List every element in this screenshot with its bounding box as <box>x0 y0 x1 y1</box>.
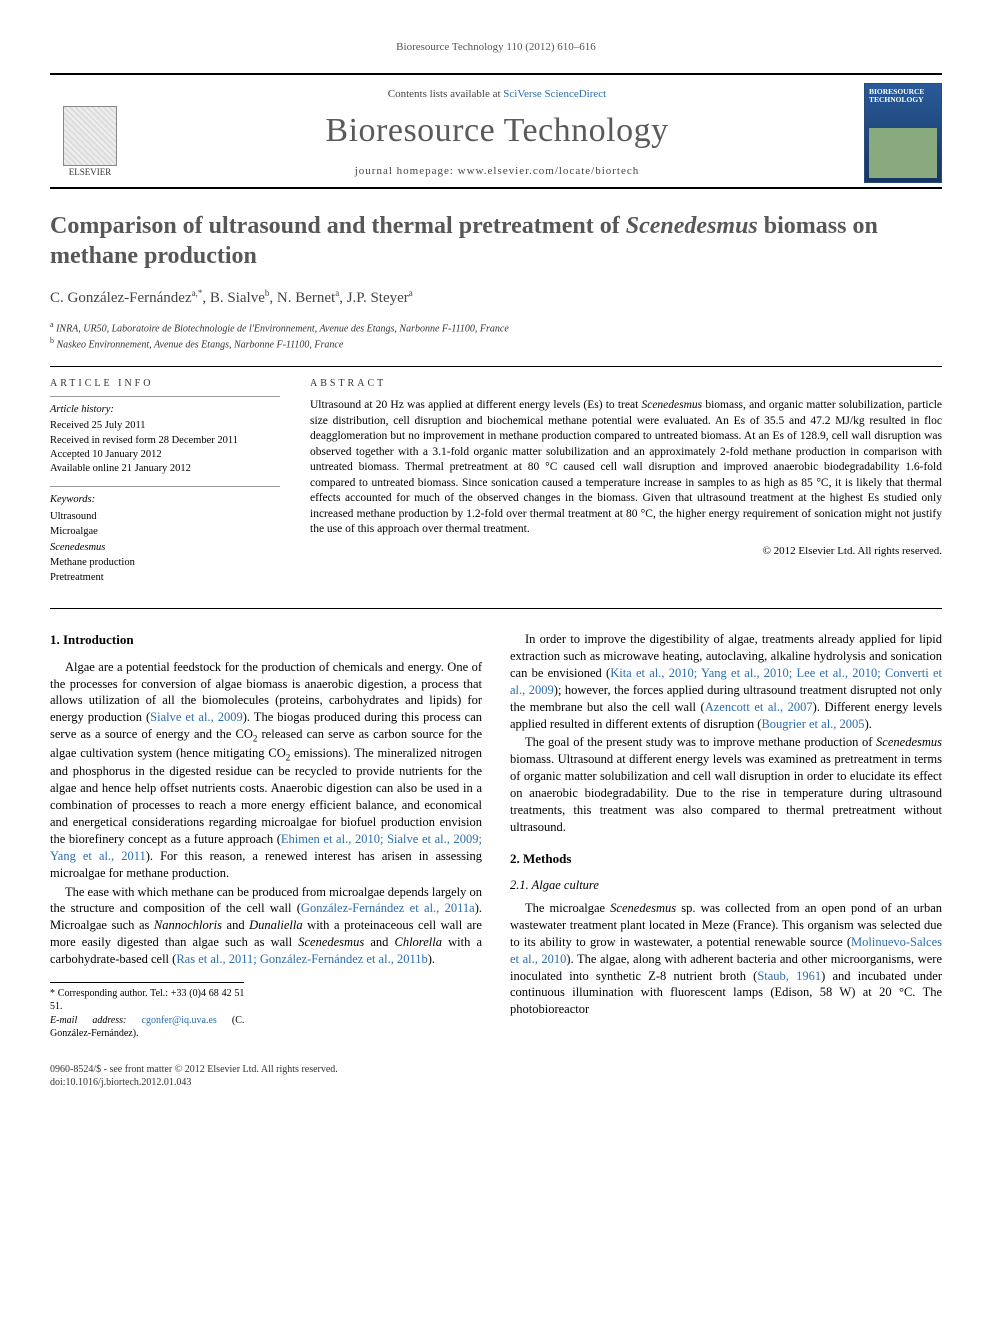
affiliations: a INRA, UR50, Laboratoire de Biotechnolo… <box>50 320 942 352</box>
abstract: ABSTRACT Ultrasound at 20 Hz was applied… <box>310 377 942 586</box>
genus: Scenedesmus <box>610 901 676 915</box>
author-1-affil: a,* <box>192 288 203 298</box>
email-label: E-mail address: <box>50 1015 126 1026</box>
genus: Nannochloris <box>154 918 222 932</box>
sciencedirect-link[interactable]: SciVerse ScienceDirect <box>503 88 606 100</box>
t: ). <box>428 952 435 966</box>
citation-link[interactable]: Ras et al., 2011; González-Fernández et … <box>176 952 427 966</box>
genus: Scenedesmus <box>298 935 364 949</box>
section-heading-intro: 1. Introduction <box>50 631 482 649</box>
body-para: In order to improve the digestibility of… <box>510 631 942 732</box>
subsection-heading: 2.1. Algae culture <box>510 877 942 894</box>
keyword: Pretreatment <box>50 571 280 585</box>
article-body: 1. Introduction Algae are a potential fe… <box>50 631 942 1041</box>
cover-image-icon <box>869 128 937 178</box>
info-abstract-block: ARTICLE INFO Article history: Received 2… <box>50 366 942 586</box>
body-para: The ease with which methane can be produ… <box>50 884 482 968</box>
contents-available-line: Contents lists available at SciVerse Sci… <box>144 87 850 102</box>
author-2: , B. Sialve <box>202 290 265 306</box>
abstract-text: Ultrasound at 20 Hz was applied at diffe… <box>310 398 942 538</box>
abs-post: biomass, and organic matter solubilizati… <box>310 399 942 535</box>
footer-left: 0960-8524/$ - see front matter © 2012 El… <box>50 1063 338 1090</box>
article-title: Comparison of ultrasound and thermal pre… <box>50 211 942 271</box>
cover-title: BIORESOURCE TECHNOLOGY <box>869 88 937 105</box>
genus: Scenedesmus <box>876 735 942 749</box>
history-revised: Received in revised form 28 December 201… <box>50 434 280 448</box>
genus: Dunaliella <box>249 918 302 932</box>
section-rule <box>50 608 942 609</box>
citation-link[interactable]: González-Fernández et al., 2011a <box>301 901 475 915</box>
running-head: Bioresource Technology 110 (2012) 610–61… <box>50 40 942 55</box>
abs-pre: Ultrasound at 20 Hz was applied at diffe… <box>310 399 641 411</box>
title-genus: Scenedesmus <box>626 213 758 239</box>
journal-masthead: ELSEVIER Contents lists available at Sci… <box>50 73 942 189</box>
elsevier-tree-icon <box>63 106 117 166</box>
body-para: The goal of the present study was to imp… <box>510 734 942 835</box>
author-4: , J.P. Steyer <box>339 290 409 306</box>
affil-a-text: INRA, UR50, Laboratoire de Biotechnologi… <box>56 323 509 334</box>
article-info-heading: ARTICLE INFO <box>50 377 280 391</box>
corresponding-author: * Corresponding author. Tel.: +33 (0)4 6… <box>50 987 244 1014</box>
homepage-url[interactable]: www.elsevier.com/locate/biortech <box>458 165 640 177</box>
author-1: C. González-Fernández <box>50 290 192 306</box>
genus: Chlorella <box>395 935 442 949</box>
keyword: Scenedesmus <box>50 541 280 555</box>
publisher-name: ELSEVIER <box>69 166 112 178</box>
journal-cover-thumb: BIORESOURCE TECHNOLOGY <box>864 83 942 183</box>
history-accepted: Accepted 10 January 2012 <box>50 448 280 462</box>
email-link[interactable]: cgonfer@iq.uva.es <box>142 1015 217 1026</box>
author-3: , N. Bernet <box>269 290 335 306</box>
t: biomass. Ultrasound at different energy … <box>510 752 942 834</box>
corresponding-email-line: E-mail address: cgonfer@iq.uva.es (C. Go… <box>50 1014 244 1041</box>
author-4-affil: a <box>409 288 413 298</box>
history-online: Available online 21 January 2012 <box>50 462 280 476</box>
history-received: Received 25 July 2011 <box>50 419 280 433</box>
contents-prefix: Contents lists available at <box>388 88 503 100</box>
citation-link[interactable]: Azencott et al., 2007 <box>705 700 813 714</box>
affil-a: a INRA, UR50, Laboratoire de Biotechnolo… <box>50 320 942 336</box>
body-para: The microalgae Scenedesmus sp. was colle… <box>510 900 942 1018</box>
corresponding-author-footnote: * Corresponding author. Tel.: +33 (0)4 6… <box>50 982 244 1041</box>
publisher-logo: ELSEVIER <box>50 88 130 178</box>
keyword: Ultrasound <box>50 510 280 524</box>
keyword: Microalgae <box>50 525 280 539</box>
front-matter-line: 0960-8524/$ - see front matter © 2012 El… <box>50 1063 338 1077</box>
section-heading-methods: 2. Methods <box>510 850 942 868</box>
t: emissions). The mineralized nitrogen and… <box>50 746 482 846</box>
citation-link[interactable]: Bougrier et al., 2005 <box>761 717 864 731</box>
abstract-heading: ABSTRACT <box>310 377 942 391</box>
t: The microalgae <box>525 901 610 915</box>
homepage-prefix: journal homepage: <box>355 165 458 177</box>
citation-link[interactable]: Staub, 1961 <box>757 969 821 983</box>
page-footer: 0960-8524/$ - see front matter © 2012 El… <box>50 1063 942 1090</box>
abstract-copyright: © 2012 Elsevier Ltd. All rights reserved… <box>310 544 942 559</box>
doi-line: doi:10.1016/j.biortech.2012.01.043 <box>50 1076 338 1090</box>
affil-b-text: Naskeo Environnement, Avenue des Etangs,… <box>57 339 344 350</box>
masthead-center: Contents lists available at SciVerse Sci… <box>144 87 850 179</box>
journal-homepage-line: journal homepage: www.elsevier.com/locat… <box>144 164 850 179</box>
keyword: Methane production <box>50 556 280 570</box>
t: and <box>222 918 249 932</box>
title-pre: Comparison of ultrasound and thermal pre… <box>50 213 626 239</box>
keywords-block: Keywords: Ultrasound Microalgae Scenedes… <box>50 493 280 585</box>
citation-link[interactable]: Sialve et al., 2009 <box>150 710 243 724</box>
affil-b: b Naskeo Environnement, Avenue des Etang… <box>50 336 942 352</box>
t: The goal of the present study was to imp… <box>525 735 876 749</box>
keywords-label: Keywords: <box>50 493 280 507</box>
abs-genus: Scenedesmus <box>641 399 702 411</box>
author-list: C. González-Fernándeza,*, B. Sialveb, N.… <box>50 287 942 308</box>
history-label: Article history: <box>50 403 280 417</box>
article-info: ARTICLE INFO Article history: Received 2… <box>50 377 280 586</box>
journal-name: Bioresource Technology <box>144 108 850 154</box>
t: and <box>364 935 394 949</box>
body-para: Algae are a potential feedstock for the … <box>50 659 482 882</box>
t: ). <box>865 717 872 731</box>
